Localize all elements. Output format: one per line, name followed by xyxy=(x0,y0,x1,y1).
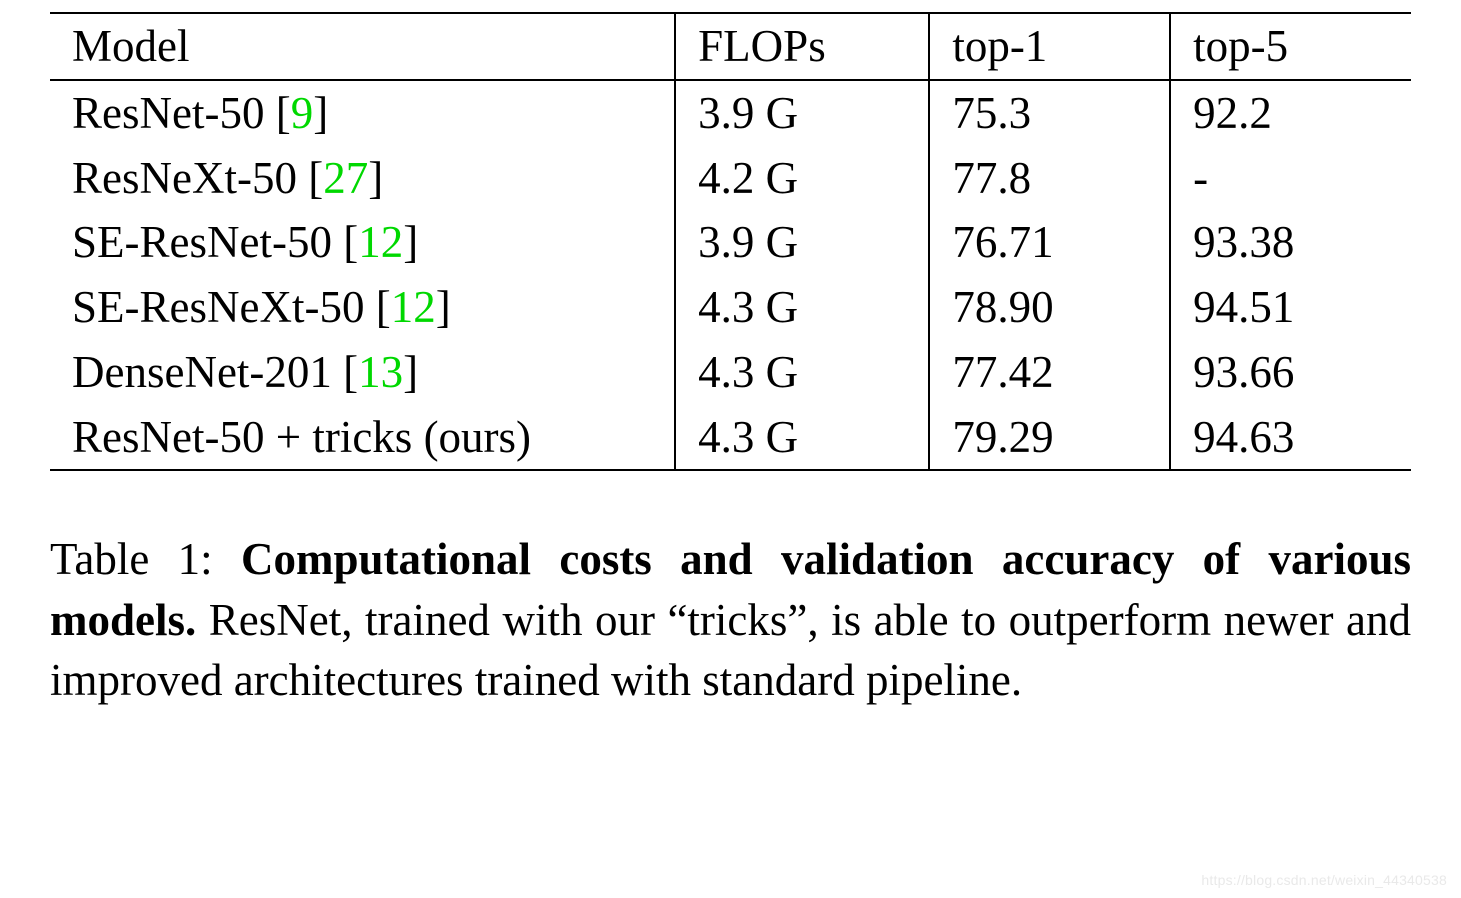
table-caption: Table 1: Computational costs and validat… xyxy=(50,529,1411,710)
cell-top1: 75.3 xyxy=(929,80,1170,146)
col-header-model: Model xyxy=(50,13,675,80)
table-row: ResNet-50 + tricks (ours) 4.3 G79.2994.63 xyxy=(50,405,1411,471)
cell-flops: 3.9 G xyxy=(675,210,929,275)
caption-label: Table 1: xyxy=(50,534,241,584)
cell-model: SE-ResNet-50 [12] xyxy=(50,210,675,275)
cell-flops: 4.2 G xyxy=(675,146,929,211)
cell-top5: 93.38 xyxy=(1170,210,1411,275)
model-name: SE-ResNet-50 xyxy=(72,217,332,267)
cell-top1: 76.71 xyxy=(929,210,1170,275)
table-row: SE-ResNeXt-50 [12]4.3 G78.9094.51 xyxy=(50,275,1411,340)
table-row: SE-ResNet-50 [12]3.9 G76.7193.38 xyxy=(50,210,1411,275)
citation-number: 27 xyxy=(323,153,368,203)
cell-model: DenseNet-201 [13] xyxy=(50,340,675,405)
table-row: ResNet-50 [9]3.9 G75.392.2 xyxy=(50,80,1411,146)
cell-model: ResNet-50 + tricks (ours) xyxy=(50,405,675,471)
col-header-flops: FLOPs xyxy=(675,13,929,80)
table-row: ResNeXt-50 [27]4.2 G77.8- xyxy=(50,146,1411,211)
citation-number: 9 xyxy=(291,88,314,138)
model-name: ResNet-50 + tricks (ours) xyxy=(72,412,531,462)
table-body: ResNet-50 [9]3.9 G75.392.2ResNeXt-50 [27… xyxy=(50,80,1411,471)
citation-number: 12 xyxy=(391,282,436,332)
cell-flops: 4.3 G xyxy=(675,405,929,471)
model-name: DenseNet-201 xyxy=(72,347,332,397)
cell-flops: 3.9 G xyxy=(675,80,929,146)
col-header-top5: top-5 xyxy=(1170,13,1411,80)
table-header-row: Model FLOPs top-1 top-5 xyxy=(50,13,1411,80)
model-name: ResNet-50 xyxy=(72,88,264,138)
cell-model: ResNeXt-50 [27] xyxy=(50,146,675,211)
table-row: DenseNet-201 [13]4.3 G77.4293.66 xyxy=(50,340,1411,405)
cell-flops: 4.3 G xyxy=(675,275,929,340)
paper-excerpt: Model FLOPs top-1 top-5 ResNet-50 [9]3.9… xyxy=(0,0,1461,775)
cell-top5: - xyxy=(1170,146,1411,211)
cell-top1: 79.29 xyxy=(929,405,1170,471)
citation-number: 12 xyxy=(358,217,403,267)
model-name: SE-ResNeXt-50 xyxy=(72,282,364,332)
cell-model: SE-ResNeXt-50 [12] xyxy=(50,275,675,340)
cell-top5: 93.66 xyxy=(1170,340,1411,405)
caption-body: ResNet, trained with our “tricks”, is ab… xyxy=(50,595,1411,705)
watermark-text: https://blog.csdn.net/weixin_44340538 xyxy=(1201,872,1447,888)
col-header-top1: top-1 xyxy=(929,13,1170,80)
cell-top5: 94.51 xyxy=(1170,275,1411,340)
model-name: ResNeXt-50 xyxy=(72,153,297,203)
cell-top1: 77.42 xyxy=(929,340,1170,405)
cell-top5: 94.63 xyxy=(1170,405,1411,471)
results-table: Model FLOPs top-1 top-5 ResNet-50 [9]3.9… xyxy=(50,12,1411,471)
cell-model: ResNet-50 [9] xyxy=(50,80,675,146)
cell-top1: 77.8 xyxy=(929,146,1170,211)
cell-top1: 78.90 xyxy=(929,275,1170,340)
citation-number: 13 xyxy=(358,347,403,397)
cell-top5: 92.2 xyxy=(1170,80,1411,146)
cell-flops: 4.3 G xyxy=(675,340,929,405)
